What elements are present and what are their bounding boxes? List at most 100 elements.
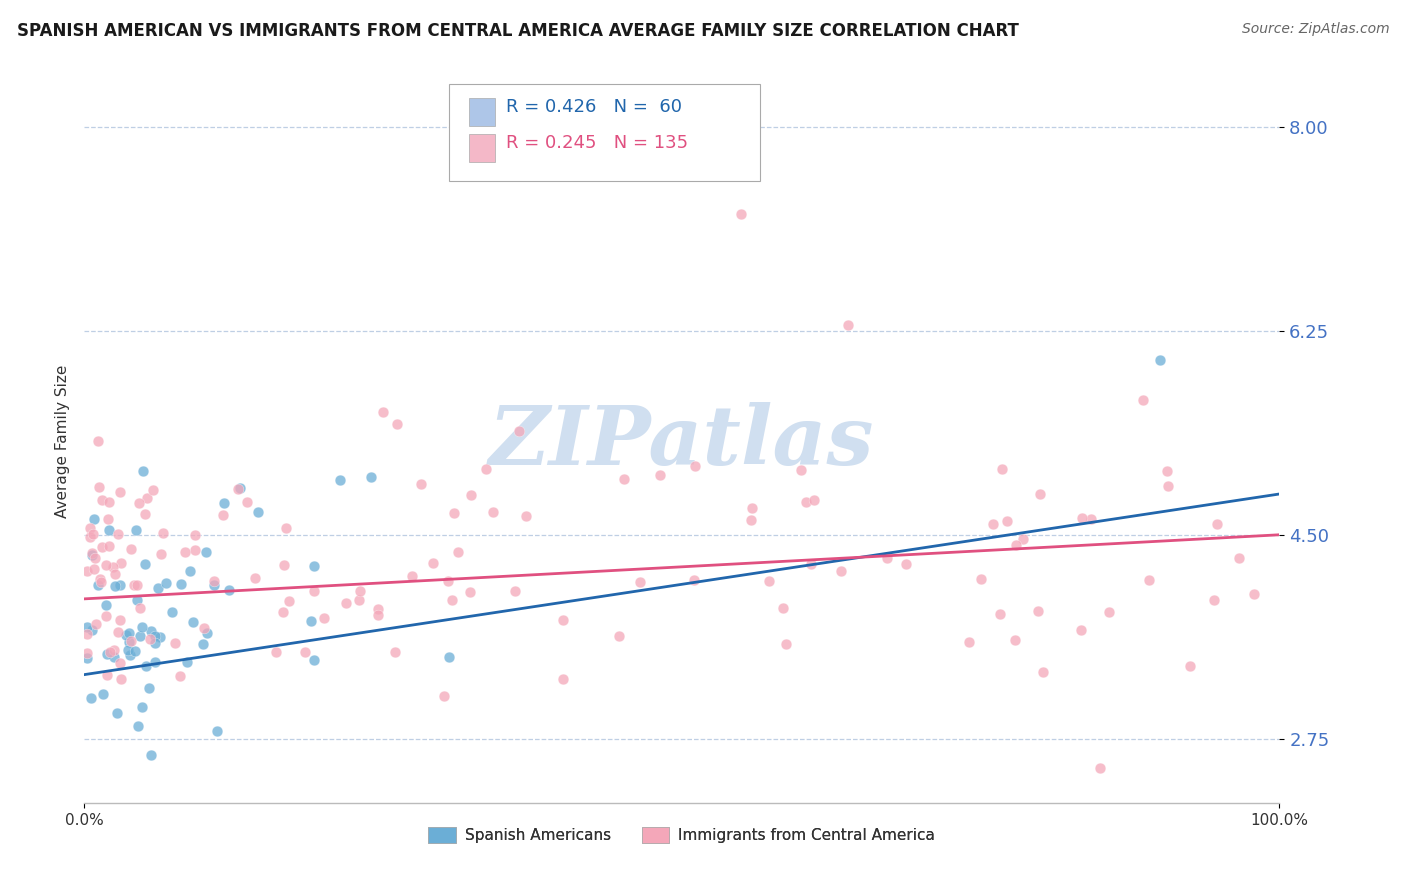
Point [790, 462, 813, 476]
Point [474, 461, 496, 475]
Point [371, 405, 394, 419]
Point [276, 521, 298, 535]
Point [96, 668, 118, 682]
Point [87, 578, 110, 592]
Point [294, 645, 316, 659]
Point [149, 547, 172, 561]
Point [212, 508, 235, 523]
Point [683, 458, 706, 473]
Point [80, 691, 103, 706]
Point [103, 643, 125, 657]
Point [273, 605, 295, 619]
Point [1070, 624, 1092, 638]
Text: R = 0.245   N = 135: R = 0.245 N = 135 [506, 134, 689, 153]
Text: ZIPatlas: ZIPatlas [489, 401, 875, 482]
Point [163, 636, 186, 650]
Point [1071, 511, 1094, 525]
Point [740, 513, 762, 527]
Point [505, 584, 527, 599]
Point [76, 650, 98, 665]
Point [422, 556, 444, 570]
Point [179, 564, 201, 578]
Point [367, 601, 389, 615]
Point [80, 623, 103, 637]
Point [76, 626, 98, 640]
Point [1080, 512, 1102, 526]
Point [273, 558, 295, 572]
Point [120, 542, 142, 557]
Point [730, 207, 752, 221]
Point [139, 747, 162, 762]
Legend: Spanish Americans, Immigrants from Central America: Spanish Americans, Immigrants from Centr… [422, 822, 942, 849]
Point [82, 527, 104, 541]
Point [218, 582, 240, 597]
Point [110, 657, 132, 671]
Point [139, 624, 162, 638]
Point [235, 494, 257, 508]
Point [302, 584, 325, 599]
Point [243, 570, 266, 584]
Point [134, 507, 156, 521]
Point [118, 635, 141, 649]
Point [443, 506, 465, 520]
Point [437, 574, 460, 588]
Point [107, 625, 129, 640]
Point [360, 470, 382, 484]
Point [87, 480, 110, 494]
Point [80, 549, 103, 563]
Point [439, 649, 461, 664]
Point [110, 556, 132, 570]
Point [957, 635, 980, 649]
Point [145, 636, 167, 650]
Point [184, 543, 207, 558]
Point [401, 568, 423, 582]
Point [460, 488, 482, 502]
Point [122, 578, 145, 592]
Point [349, 584, 371, 599]
Point [84, 551, 107, 566]
Point [79, 521, 101, 535]
Point [1227, 550, 1250, 565]
Point [551, 613, 574, 627]
Point [458, 585, 481, 599]
Point [409, 477, 432, 491]
Point [184, 527, 207, 541]
Point [981, 516, 1004, 531]
Point [385, 417, 408, 432]
Point [131, 620, 153, 634]
Point [329, 473, 352, 487]
Point [104, 567, 127, 582]
Point [110, 613, 132, 627]
Point [132, 464, 155, 478]
Point [155, 576, 177, 591]
Point [120, 648, 142, 662]
Point [76, 646, 98, 660]
Point [226, 482, 249, 496]
Point [94, 558, 117, 572]
Point [176, 656, 198, 670]
Point [131, 699, 153, 714]
Point [447, 545, 470, 559]
Point [683, 574, 706, 588]
Point [613, 472, 636, 486]
Y-axis label: Average Family Size: Average Family Size [55, 365, 70, 518]
Point [894, 557, 917, 571]
Point [115, 628, 138, 642]
Point [76, 564, 98, 578]
Point [84, 617, 107, 632]
Point [191, 637, 214, 651]
Point [169, 669, 191, 683]
Point [89, 572, 111, 586]
Point [876, 551, 898, 566]
Point [117, 625, 139, 640]
Text: Source: ZipAtlas.com: Source: ZipAtlas.com [1241, 22, 1389, 37]
Point [142, 483, 165, 498]
Point [101, 560, 124, 574]
Point [193, 621, 215, 635]
Point [1204, 593, 1226, 607]
Point [299, 614, 322, 628]
Point [149, 630, 172, 644]
Point [1004, 632, 1026, 647]
Point [440, 592, 463, 607]
Point [108, 485, 131, 500]
